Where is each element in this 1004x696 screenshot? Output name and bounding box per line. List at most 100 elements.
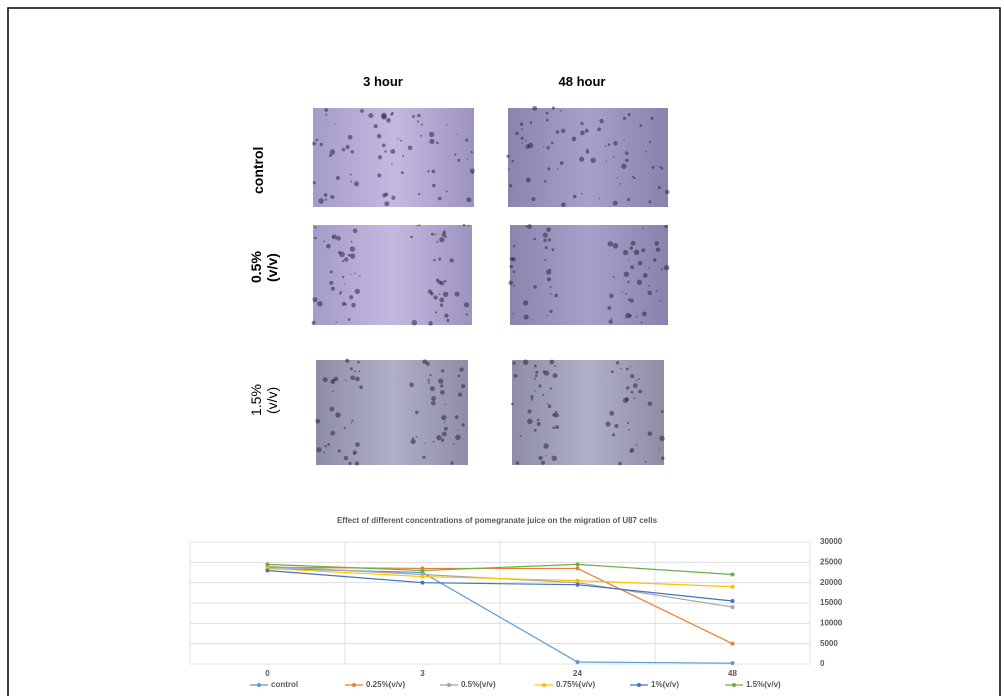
cell <box>350 274 351 275</box>
cell <box>348 318 351 321</box>
data-point <box>576 579 580 583</box>
cell <box>514 374 518 378</box>
cell <box>613 201 618 206</box>
cell <box>630 374 634 378</box>
cell <box>526 178 531 183</box>
legend-label: 1%(v/v) <box>651 680 679 689</box>
cell <box>543 239 546 242</box>
cell <box>535 374 538 377</box>
cell <box>516 461 519 464</box>
cell <box>400 140 402 142</box>
cell <box>630 246 633 249</box>
cell <box>355 461 359 465</box>
column-header: 48 hour <box>559 74 606 89</box>
cell <box>522 142 524 144</box>
cell <box>627 281 629 283</box>
cell <box>438 258 441 261</box>
cell <box>348 135 353 140</box>
cell <box>313 181 316 184</box>
figure: 050001000015000200002500030000032448cont… <box>0 0 1004 696</box>
cell <box>607 306 611 310</box>
cell <box>455 415 459 419</box>
cell <box>330 270 333 273</box>
cell <box>457 134 458 135</box>
cell <box>526 226 528 228</box>
cell <box>336 236 341 241</box>
cell <box>315 139 318 142</box>
cell <box>625 151 629 155</box>
cell <box>664 265 669 270</box>
cell <box>523 359 529 365</box>
cell <box>360 109 364 113</box>
cell <box>544 259 546 261</box>
data-point <box>266 568 270 572</box>
x-tick-label: 3 <box>420 669 425 678</box>
cell <box>580 122 583 125</box>
cell <box>440 281 445 286</box>
cell <box>329 281 333 285</box>
chart-title: Effect of different concentrations of po… <box>257 516 737 526</box>
cell <box>651 117 654 120</box>
legend-label: control <box>271 680 298 689</box>
cell <box>355 289 360 294</box>
cell <box>331 287 335 291</box>
cell <box>354 273 355 274</box>
cell <box>609 411 614 416</box>
cell <box>436 141 439 144</box>
cell <box>439 293 441 295</box>
cell <box>357 361 360 364</box>
cell <box>471 151 473 153</box>
cell <box>461 384 465 388</box>
cell <box>384 201 389 206</box>
cell <box>521 128 523 130</box>
cell <box>344 427 346 429</box>
cell <box>557 168 558 169</box>
cell <box>509 265 513 269</box>
cell <box>446 191 448 193</box>
cell <box>435 311 437 313</box>
cell <box>620 368 621 369</box>
cell <box>623 250 628 255</box>
cell <box>402 155 404 157</box>
cell <box>538 384 541 387</box>
cell <box>464 302 469 307</box>
cell <box>458 375 461 378</box>
cell <box>431 396 436 401</box>
cell <box>613 156 615 158</box>
cell <box>542 394 544 396</box>
cell <box>339 293 341 295</box>
data-point <box>731 573 735 577</box>
cell <box>550 293 552 295</box>
micrograph <box>313 108 474 207</box>
cell <box>625 158 629 162</box>
cell <box>422 456 425 459</box>
cell <box>533 238 536 241</box>
cell <box>543 146 544 147</box>
cell <box>635 380 637 382</box>
cell <box>523 300 528 305</box>
cell <box>606 161 607 162</box>
cell <box>416 436 418 438</box>
cell <box>552 373 557 378</box>
cell <box>527 409 531 413</box>
cell <box>548 404 551 407</box>
cell <box>511 403 514 406</box>
cell <box>329 154 332 157</box>
cell <box>549 310 552 313</box>
cell <box>520 122 523 125</box>
cell <box>467 158 468 159</box>
cell <box>547 167 550 170</box>
cell <box>455 292 460 297</box>
cell <box>384 150 386 152</box>
cell <box>515 132 518 135</box>
y-tick-label: 0 <box>820 659 825 668</box>
cell <box>626 386 629 389</box>
cell <box>525 140 527 142</box>
y-tick-label: 25000 <box>820 557 843 566</box>
cell <box>313 297 318 302</box>
cell <box>350 181 352 183</box>
cell <box>625 293 627 295</box>
cell <box>659 166 661 168</box>
frame <box>8 8 1000 696</box>
y-tick-label: 5000 <box>820 639 838 648</box>
